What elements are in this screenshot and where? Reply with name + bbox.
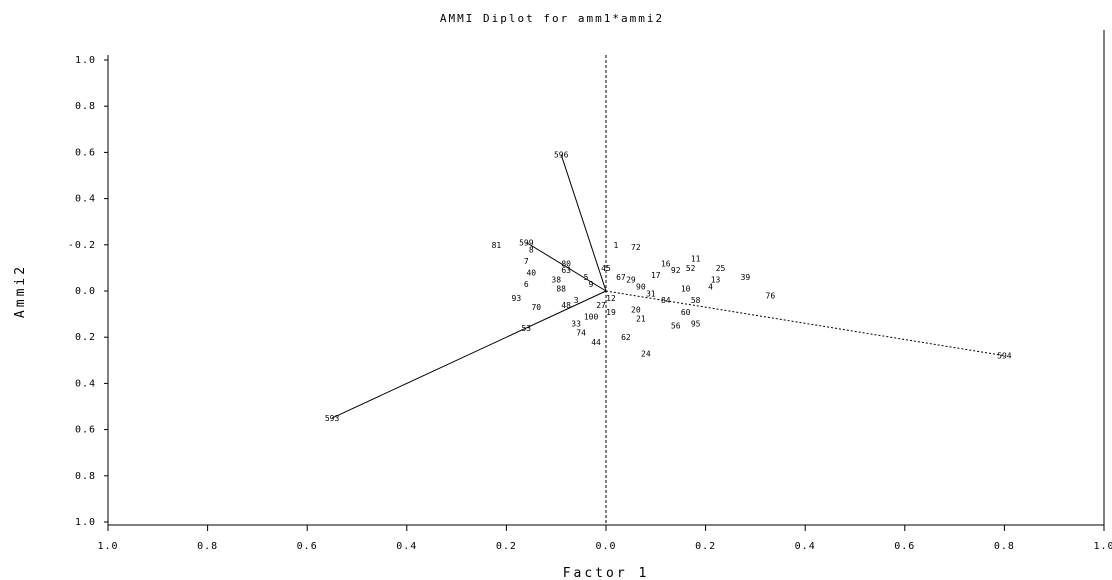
point-label: 9 <box>589 280 594 289</box>
x-tick-label: 0.4 <box>396 541 417 552</box>
point-label: 6 <box>524 280 529 289</box>
point-label: 90 <box>636 282 646 291</box>
vector-label: 593 <box>325 414 340 423</box>
y-axis-title: Ammi2 <box>13 264 28 318</box>
x-tick-label: 1.0 <box>1093 541 1112 552</box>
vector-line <box>331 290 607 419</box>
point-label: 74 <box>576 329 586 338</box>
point-label: 13 <box>711 275 721 284</box>
y-tick-label: 0.2 <box>75 332 96 343</box>
y-tick-label: 0.8 <box>75 101 96 112</box>
point-label: 44 <box>591 338 601 347</box>
vector-label: 596 <box>554 151 569 160</box>
point-label: 81 <box>492 241 502 250</box>
point-label: 62 <box>621 333 631 342</box>
y-tick-label: -0.2 <box>68 240 96 251</box>
point-label: 92 <box>671 266 681 275</box>
x-tick-label: 0.6 <box>894 541 915 552</box>
x-tick-label: 0.4 <box>795 541 816 552</box>
y-axis-ticks: 1.0 0.8 0.6 0.4 0.2 0.0 -0.2 0.4 0.6 0.8 1.0 <box>68 55 108 528</box>
point-label: 11 <box>691 255 701 264</box>
point-label: 25 <box>716 264 726 273</box>
point-label: 33 <box>571 319 581 328</box>
y-tick-label: 0.0 <box>75 286 96 297</box>
point-label: 48 <box>561 301 571 310</box>
chart-title: AMMI Diplot for amm1*ammi2 <box>440 12 664 25</box>
point-label: 88 <box>556 285 566 294</box>
point-label: 8 <box>529 245 534 254</box>
vector-label: 599 <box>519 238 534 247</box>
x-axis-title: Factor 1 <box>563 566 650 580</box>
x-tick-label: 0.6 <box>297 541 318 552</box>
y-tick-label: 1.0 <box>75 55 96 66</box>
point-label: 21 <box>636 315 646 324</box>
point-label: 20 <box>631 305 641 314</box>
point-label: 24 <box>641 349 651 358</box>
y-tick-label: 1.0 <box>75 517 96 528</box>
point-label: 1 <box>614 241 619 250</box>
vector-line <box>560 154 607 292</box>
point-label: 10 <box>681 285 691 294</box>
x-tick-label: 0.8 <box>197 541 218 552</box>
point-label: 19 <box>606 308 616 317</box>
point-label: 67 <box>616 273 626 282</box>
point-label: 52 <box>686 264 696 273</box>
point-label: 63 <box>561 266 571 275</box>
point-label: 3 <box>574 296 579 305</box>
point-label: 17 <box>651 271 661 280</box>
point-label: 80 <box>561 259 571 268</box>
vector-label: 594 <box>997 352 1012 361</box>
point-label: 100 <box>584 312 599 321</box>
point-label: 29 <box>626 275 636 284</box>
point-label: 4 <box>708 282 713 291</box>
x-tick-label: 0.8 <box>994 541 1015 552</box>
point-label: 39 <box>741 273 751 282</box>
point-label: 16 <box>661 259 671 268</box>
point-label: 45 <box>601 264 611 273</box>
vector-line <box>526 242 607 292</box>
y-tick-label: 0.6 <box>75 425 96 436</box>
point-label: 31 <box>646 289 656 298</box>
y-tick-label: 0.4 <box>75 378 96 389</box>
x-tick-label: 0.2 <box>496 541 517 552</box>
point-label: 95 <box>691 319 701 328</box>
point-label: 76 <box>766 292 776 301</box>
point-label: 60 <box>681 308 691 317</box>
point-label: 56 <box>671 322 681 331</box>
point-label: 27 <box>596 301 606 310</box>
point-label: 84 <box>661 296 671 305</box>
point-label: 53 <box>521 324 531 333</box>
vector-line <box>605 290 1005 357</box>
y-tick-label: 0.4 <box>75 194 96 205</box>
point-label: 72 <box>631 243 641 252</box>
point-label: 93 <box>512 294 522 303</box>
point-label: 7 <box>524 257 529 266</box>
point-label: 38 <box>551 275 561 284</box>
y-tick-label: 0.8 <box>75 471 96 482</box>
point-label: 40 <box>526 269 536 278</box>
x-axis-ticks: 1.0 0.8 0.6 0.4 0.2 0.0 0.2 0.4 0.6 0.8 1.0 <box>97 525 1112 552</box>
point-label: 70 <box>531 303 541 312</box>
point-label: 12 <box>606 294 616 303</box>
point-label: 5 <box>584 273 589 282</box>
x-tick-label: 1.0 <box>97 541 118 552</box>
x-tick-label: 0.2 <box>695 541 716 552</box>
x-tick-label: 0.0 <box>595 541 616 552</box>
point-label: 58 <box>691 296 701 305</box>
y-tick-label: 0.6 <box>75 147 96 158</box>
